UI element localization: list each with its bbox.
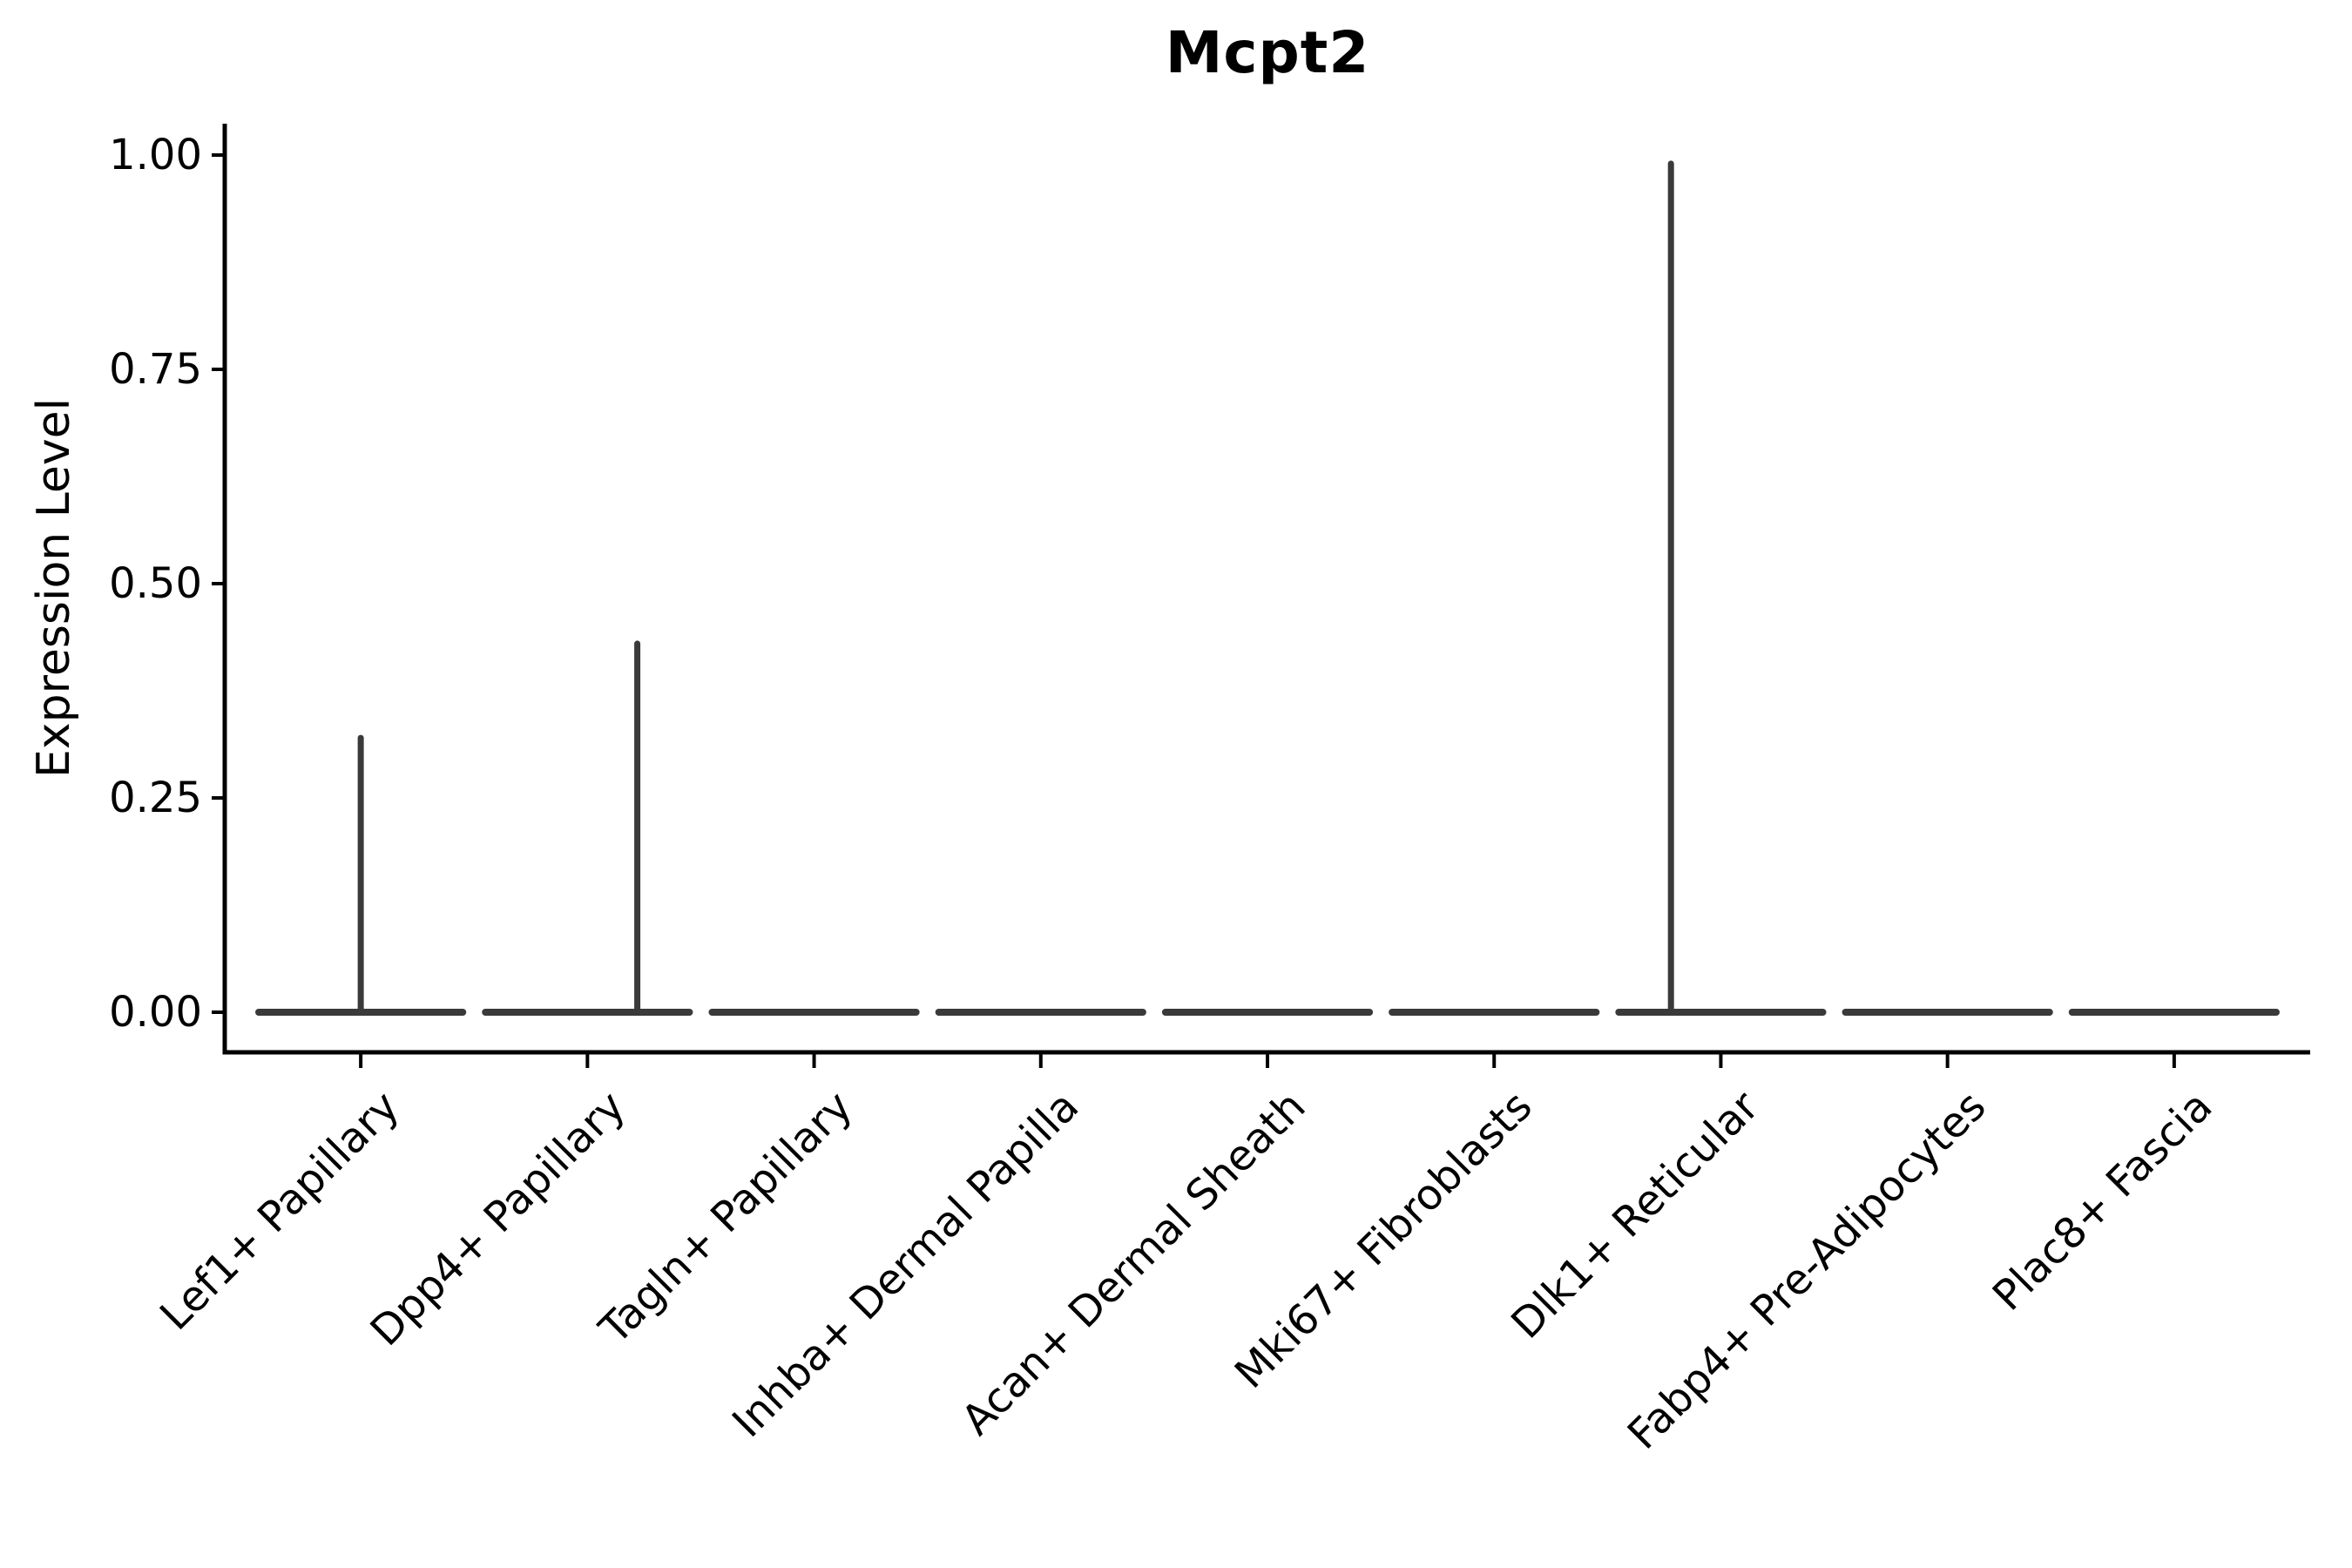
y-tick-label: 0.75	[109, 345, 202, 394]
plot-title: Mcpt2	[1165, 19, 1370, 86]
y-tick-label: 0.50	[109, 559, 202, 608]
y-tick-label: 1.00	[109, 131, 202, 179]
y-tick-label: 0.00	[109, 988, 202, 1037]
y-tick-label: 0.25	[109, 774, 202, 822]
